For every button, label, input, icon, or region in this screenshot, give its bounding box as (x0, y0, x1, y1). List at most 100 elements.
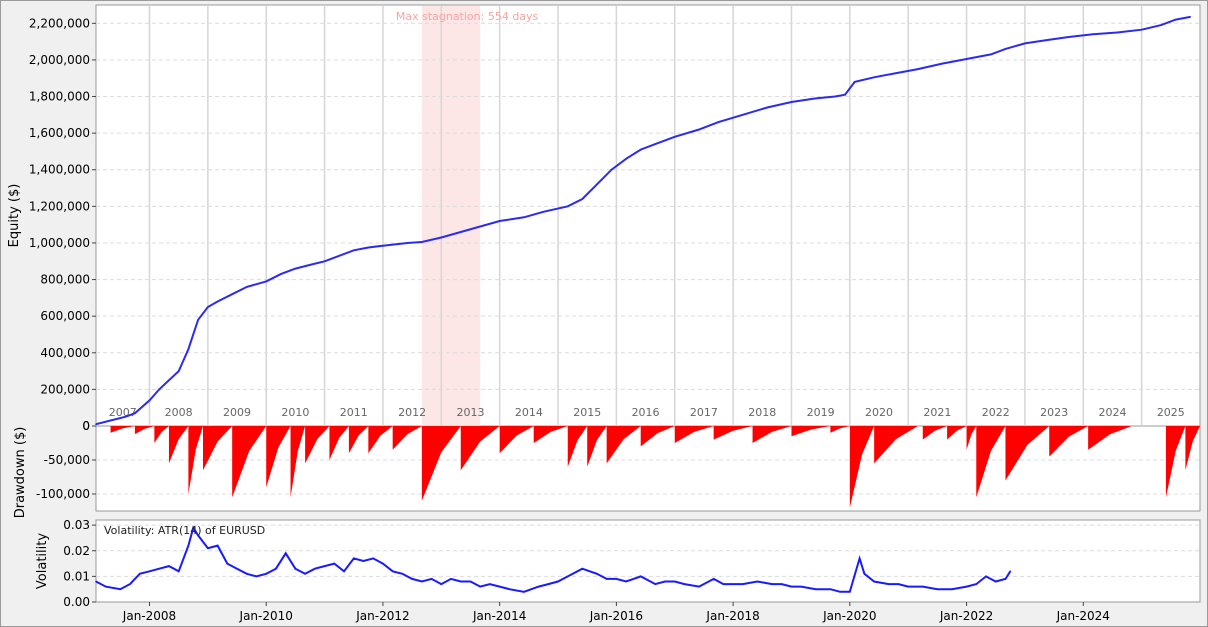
equity-point (421, 241, 423, 243)
equity-plot-area (95, 4, 1201, 427)
equity-point (109, 419, 112, 422)
volatility-point (742, 583, 744, 585)
volatility-tick-label: 0.00 (63, 595, 90, 609)
drawdown-bar (1049, 426, 1089, 457)
drawdown-bar (188, 426, 203, 494)
equity-point (566, 205, 569, 208)
equity-point (892, 72, 895, 75)
drawdown-bar (976, 426, 1006, 498)
volatility-point (411, 578, 413, 580)
equity-point (917, 68, 919, 70)
date-tick-label: Jan-2020 (822, 609, 876, 623)
equity-point (95, 423, 97, 425)
volatility-point (907, 585, 909, 588)
equity-point (965, 58, 968, 60)
volatility-point (168, 565, 170, 567)
volatility-point (119, 588, 122, 590)
equity-point (323, 260, 326, 263)
drawdown-bar (499, 426, 534, 454)
volatility-point (839, 590, 841, 593)
volatility-point (673, 580, 676, 583)
equity-point (367, 246, 370, 249)
equity-line (95, 15, 1191, 426)
drawdown-tick-label: -50,000 (44, 453, 90, 467)
date-tick-label: Jan-2022 (939, 609, 993, 623)
volatility-point (430, 578, 433, 580)
volatility-point (95, 580, 97, 583)
volatility-point (362, 560, 365, 562)
volatility-point (275, 567, 277, 570)
year-label: 2011 (340, 406, 368, 419)
volatility-legend: Volatility: ATR(14) of EURUSD (104, 524, 265, 537)
volatility-point (547, 583, 550, 585)
drawdown-bar (134, 426, 155, 435)
equity-point (294, 267, 297, 270)
volatility-point (985, 575, 987, 578)
drawdown-bar (348, 426, 369, 454)
volatility-point (1004, 578, 1007, 580)
volatility-point (401, 573, 404, 575)
drawdown-bar (606, 426, 641, 464)
volatility-point (994, 580, 997, 583)
equity-point (1116, 31, 1119, 34)
equity-tick-label: 2,000,000 (29, 53, 90, 67)
year-label: 2010 (281, 406, 309, 419)
volatility-point (489, 583, 491, 585)
equity-point (542, 211, 545, 213)
volatility-point (129, 583, 131, 585)
volatility-point (352, 557, 355, 560)
volatility-point (965, 585, 968, 588)
year-label: 2012 (398, 406, 426, 419)
volatility-point (450, 578, 452, 580)
volatility-point (265, 573, 268, 575)
equity-point (1067, 36, 1070, 38)
year-label: 2013 (456, 406, 484, 419)
year-label: 2008 (165, 406, 193, 419)
drawdown-bar (202, 426, 233, 471)
stagnation-band (421, 6, 481, 426)
equity-point (280, 273, 282, 275)
volatility-point (104, 585, 107, 588)
year-label: 2021 (923, 406, 951, 419)
drawdown-bar (1165, 426, 1186, 498)
drawdown-bar (392, 426, 422, 450)
volatility-point (654, 583, 657, 585)
volatility-point (236, 567, 238, 570)
year-label: 2023 (1040, 406, 1068, 419)
volatility-point (479, 585, 482, 588)
drawdown-bar (947, 426, 967, 440)
equity-point (440, 236, 443, 239)
volatility-point (975, 583, 978, 585)
equity-point (673, 135, 676, 138)
volatility-point (790, 585, 793, 588)
equity-point (1140, 28, 1143, 31)
equity-point (1160, 24, 1162, 26)
volatility-tick-label: 0.03 (63, 518, 90, 532)
equity-point (523, 216, 525, 219)
equity-point (834, 95, 837, 98)
equity-point (717, 121, 720, 123)
equity-point (698, 128, 700, 131)
volatility-point (382, 562, 384, 565)
year-label: 2022 (982, 406, 1010, 419)
year-labels: 2007 2008 2009 2010 2011 2012 2013 2014 2015 2016… (109, 6, 1185, 426)
year-label: 2017 (690, 406, 718, 419)
equity-point (158, 388, 161, 391)
volatility-point (245, 573, 248, 575)
volatility-point (921, 585, 924, 588)
volatility-point (226, 562, 229, 565)
equity-point (231, 293, 233, 296)
volatility-point (873, 580, 875, 583)
drawdown-bar (329, 426, 349, 460)
volatility-point (284, 552, 287, 555)
volatility-point (207, 547, 209, 549)
drawdown-bar (587, 426, 607, 467)
volatility-point (698, 585, 700, 588)
equity-point (406, 242, 409, 244)
volatility-tick-label: 0.01 (63, 569, 90, 583)
equity-point (873, 76, 875, 79)
volatility-point (1009, 570, 1012, 573)
equity-tick-label: 800,000 (40, 273, 90, 287)
equity-tick-label: 1,600,000 (29, 126, 90, 140)
equity-point (479, 225, 482, 228)
